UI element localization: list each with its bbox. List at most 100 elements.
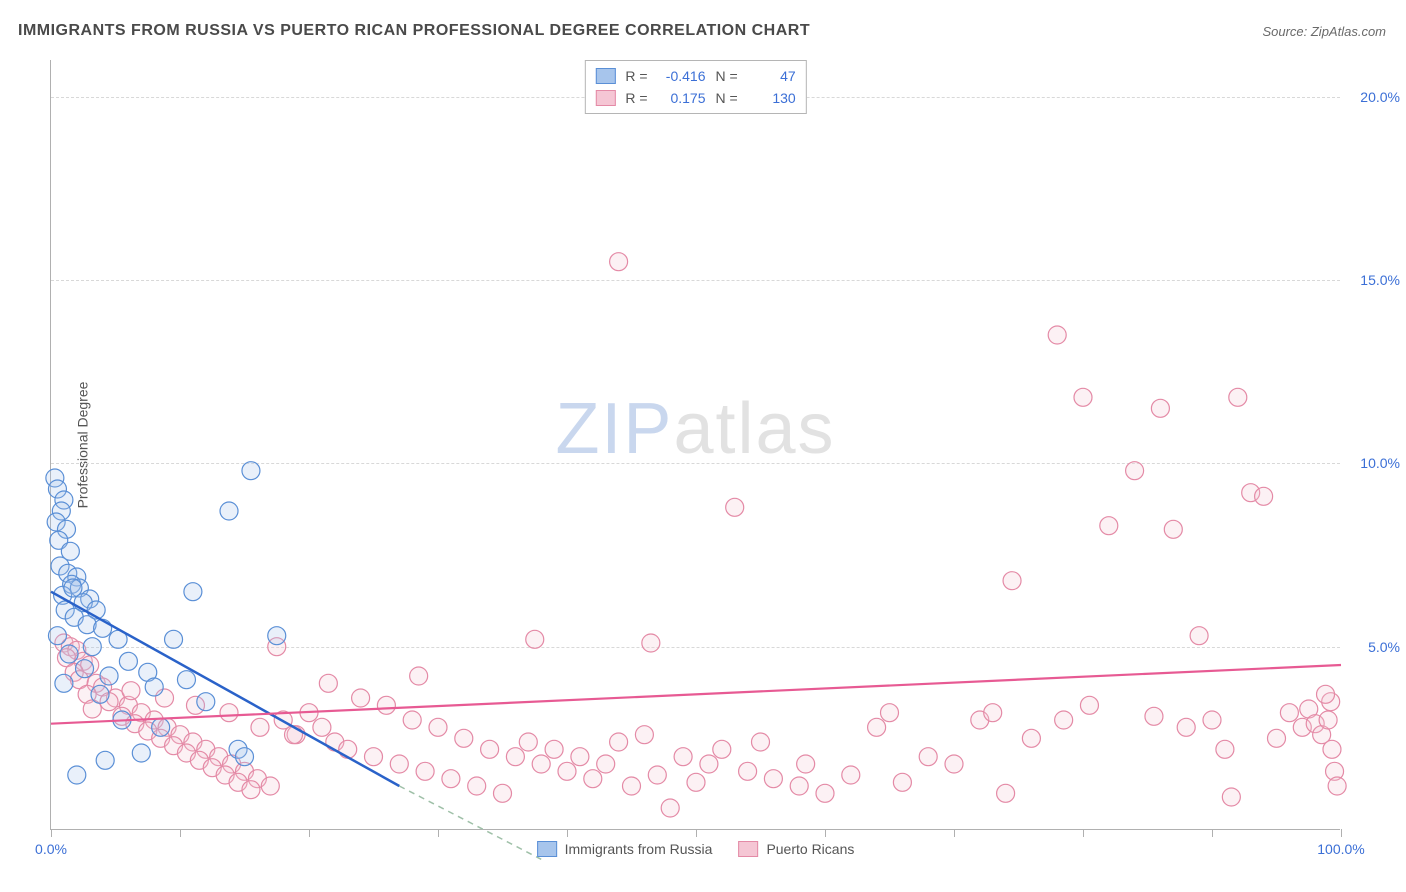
scatter-point xyxy=(76,660,94,678)
scatter-point xyxy=(1268,729,1286,747)
scatter-point xyxy=(1100,517,1118,535)
r-value-1: 0.175 xyxy=(654,87,706,109)
scatter-point xyxy=(1145,707,1163,725)
scatter-point xyxy=(726,498,744,516)
scatter-point xyxy=(797,755,815,773)
scatter-point xyxy=(177,671,195,689)
scatter-point xyxy=(868,718,886,736)
scatter-point xyxy=(1328,777,1346,795)
legend-item-0: Immigrants from Russia xyxy=(537,841,713,857)
series-legend: Immigrants from Russia Puerto Ricans xyxy=(537,841,855,857)
scatter-point xyxy=(410,667,428,685)
scatter-point xyxy=(377,696,395,714)
scatter-point xyxy=(94,619,112,637)
xtick xyxy=(309,829,310,837)
scatter-point xyxy=(119,652,137,670)
scatter-point xyxy=(1323,740,1341,758)
scatter-point xyxy=(429,718,447,736)
scatter-point xyxy=(1074,388,1092,406)
scatter-point xyxy=(1319,711,1337,729)
scatter-point xyxy=(48,627,66,645)
scatter-point xyxy=(610,733,628,751)
n-value-0: 47 xyxy=(744,65,796,87)
xtick xyxy=(825,829,826,837)
scatter-point xyxy=(700,755,718,773)
chart-plot-area: Professional Degree ZIPatlas 5.0%10.0%15… xyxy=(50,60,1340,830)
scatter-point xyxy=(984,704,1002,722)
scatter-point xyxy=(687,773,705,791)
scatter-point xyxy=(1022,729,1040,747)
scatter-point xyxy=(251,718,269,736)
ytick-label: 10.0% xyxy=(1360,455,1400,471)
scatter-point xyxy=(519,733,537,751)
scatter-point xyxy=(816,784,834,802)
scatter-point xyxy=(945,755,963,773)
scatter-point xyxy=(1126,462,1144,480)
scatter-point xyxy=(1190,627,1208,645)
scatter-point xyxy=(132,744,150,762)
scatter-point xyxy=(674,748,692,766)
xtick-label: 100.0% xyxy=(1317,841,1364,857)
scatter-point xyxy=(64,579,82,597)
scatter-point xyxy=(997,784,1015,802)
xtick-label: 0.0% xyxy=(35,841,67,857)
scatter-point xyxy=(893,773,911,791)
ytick-label: 20.0% xyxy=(1360,89,1400,105)
r-label: R = xyxy=(625,87,647,109)
scatter-point xyxy=(526,630,544,648)
scatter-point xyxy=(481,740,499,758)
scatter-point xyxy=(1216,740,1234,758)
scatter-point xyxy=(122,682,140,700)
scatter-point xyxy=(313,718,331,736)
scatter-point xyxy=(597,755,615,773)
scatter-point xyxy=(261,777,279,795)
scatter-point xyxy=(1255,487,1273,505)
xtick xyxy=(567,829,568,837)
trend-line-extension xyxy=(399,786,541,859)
scatter-point xyxy=(197,693,215,711)
swatch-series-1 xyxy=(595,90,615,106)
chart-title: IMMIGRANTS FROM RUSSIA VS PUERTO RICAN P… xyxy=(18,22,810,40)
scatter-point xyxy=(365,748,383,766)
scatter-point xyxy=(242,462,260,480)
xtick xyxy=(438,829,439,837)
scatter-point xyxy=(506,748,524,766)
scatter-point xyxy=(455,729,473,747)
scatter-point xyxy=(1080,696,1098,714)
ytick-label: 5.0% xyxy=(1368,639,1400,655)
scatter-point xyxy=(571,748,589,766)
legend-label-1: Puerto Ricans xyxy=(766,841,854,857)
scatter-point xyxy=(55,674,73,692)
legend-row-series-0: R = -0.416 N = 47 xyxy=(595,65,795,87)
scatter-point xyxy=(545,740,563,758)
scatter-point xyxy=(1151,399,1169,417)
xtick xyxy=(696,829,697,837)
scatter-point xyxy=(319,674,337,692)
correlation-legend: R = -0.416 N = 47 R = 0.175 N = 130 xyxy=(584,60,806,114)
scatter-point xyxy=(91,685,109,703)
scatter-point xyxy=(68,766,86,784)
scatter-point xyxy=(442,770,460,788)
scatter-point xyxy=(1055,711,1073,729)
scatter-point xyxy=(152,718,170,736)
scatter-point xyxy=(642,634,660,652)
scatter-point xyxy=(584,770,602,788)
scatter-point xyxy=(713,740,731,758)
legend-row-series-1: R = 0.175 N = 130 xyxy=(595,87,795,109)
xtick xyxy=(180,829,181,837)
xtick xyxy=(954,829,955,837)
scatter-point xyxy=(623,777,641,795)
scatter-point xyxy=(1317,685,1335,703)
scatter-point xyxy=(881,704,899,722)
scatter-point xyxy=(83,638,101,656)
scatter-point xyxy=(635,726,653,744)
scatter-point xyxy=(648,766,666,784)
scatter-point xyxy=(1048,326,1066,344)
scatter-point xyxy=(1229,388,1247,406)
scatter-point xyxy=(661,799,679,817)
scatter-point xyxy=(468,777,486,795)
scatter-point xyxy=(165,630,183,648)
scatter-point xyxy=(60,645,78,663)
scatter-point xyxy=(236,748,254,766)
n-value-1: 130 xyxy=(744,87,796,109)
